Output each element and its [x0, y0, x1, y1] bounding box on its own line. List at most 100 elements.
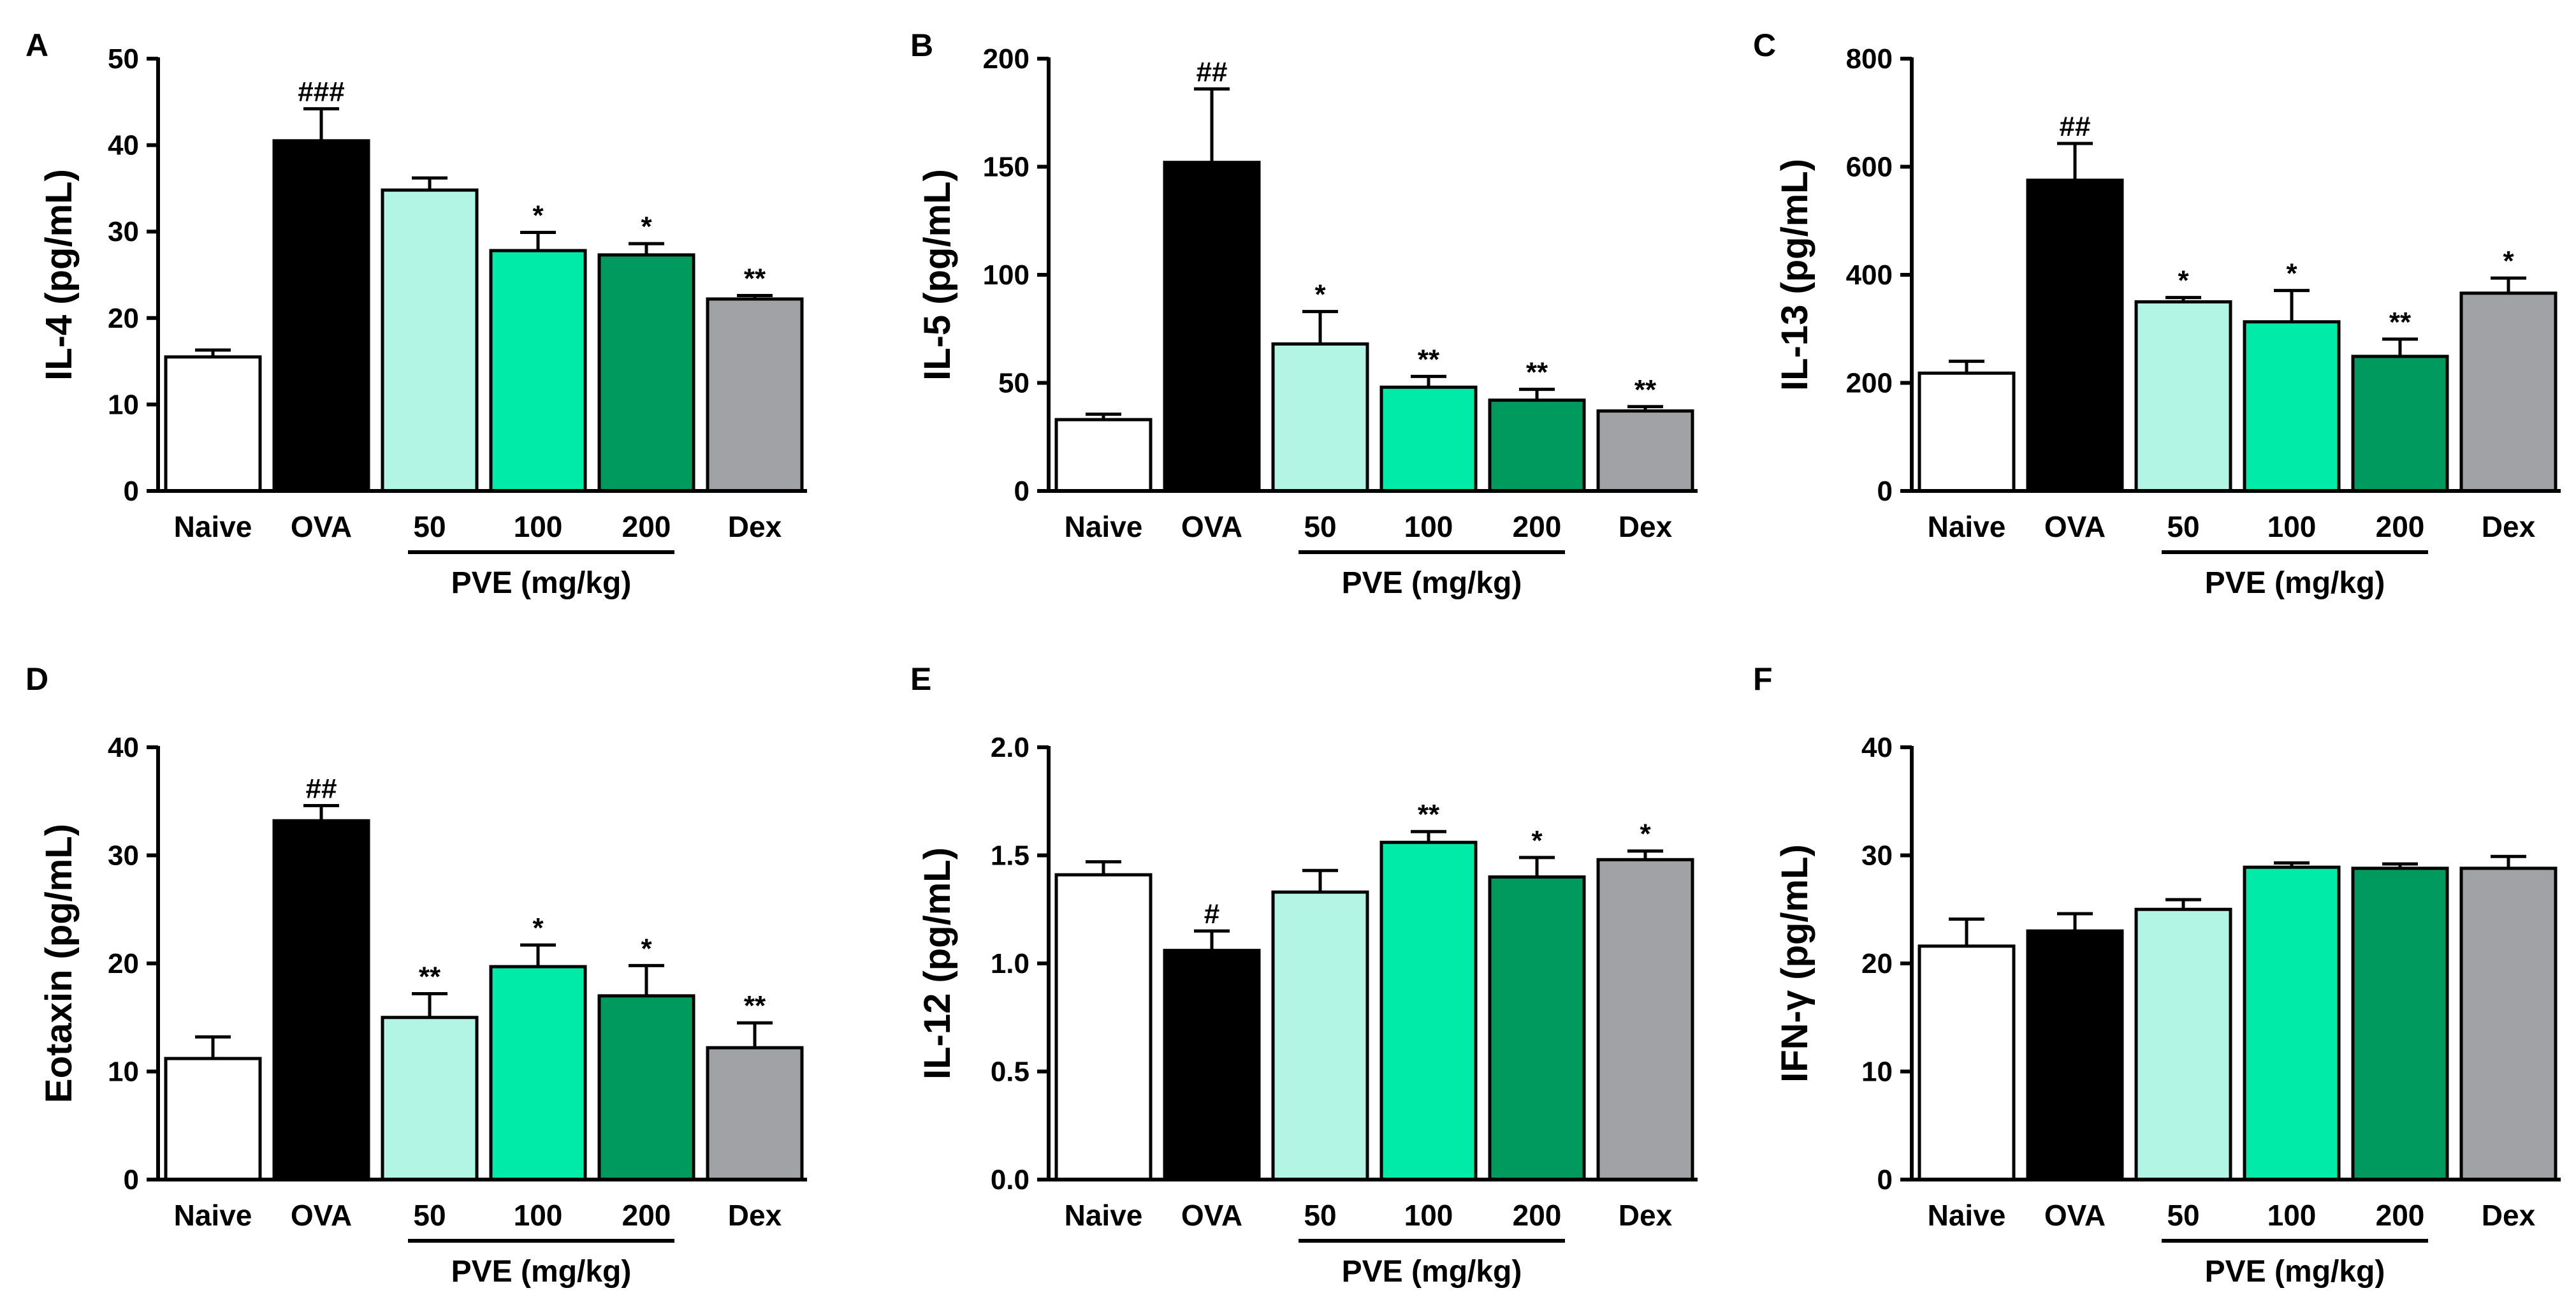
y-tick-label: 150 [983, 152, 1030, 183]
x-tick-label: 200 [2376, 1199, 2425, 1232]
x-tick-label: 100 [2267, 1199, 2317, 1232]
significance-label: ## [2060, 111, 2091, 142]
y-tick-label: 0 [1877, 1164, 1893, 1196]
significance-label: * [2286, 258, 2297, 289]
x-tick-label: 200 [1513, 510, 1562, 543]
significance-label: * [2503, 245, 2514, 277]
x-tick-label: Naive [1928, 510, 2006, 543]
x-tick-label: Dex [2482, 1199, 2536, 1232]
significance-label: ** [1526, 357, 1548, 388]
bar-100 [1379, 840, 1478, 1181]
y-tick-label: 800 [1846, 43, 1893, 75]
bar-naive [164, 1057, 262, 1181]
bar-100 [1379, 385, 1478, 493]
y-tick-label: 0 [1014, 476, 1030, 507]
y-tick-label: 0 [124, 476, 139, 507]
y-tick-label: 1.0 [991, 948, 1030, 979]
bar-dex [2459, 867, 2558, 1181]
bar-50 [1271, 890, 1369, 1181]
x-tick-label: Naive [1065, 510, 1143, 543]
significance-label: * [641, 211, 652, 242]
bar-naive [164, 355, 262, 493]
significance-label: ** [2389, 307, 2412, 338]
y-tick-label: 20 [1861, 948, 1893, 979]
x-tick-label: 200 [622, 1199, 671, 1232]
panel-letter: F [1753, 661, 1773, 697]
bar-50 [381, 1016, 479, 1181]
y-tick-label: 10 [108, 389, 139, 420]
x-tick-label: 50 [1304, 1199, 1336, 1232]
significance-label: * [2178, 265, 2189, 296]
significance-label: * [1531, 825, 1543, 856]
x-tick-label: 50 [413, 510, 446, 543]
y-tick-label: 30 [1861, 840, 1893, 872]
bar-50 [2134, 300, 2232, 493]
group-label: PVE (mg/kg) [451, 1255, 632, 1289]
y-axis-label: IL-5 (pg/mL) [917, 169, 958, 381]
bar-ova [2026, 929, 2124, 1181]
bar-ova [1163, 161, 1261, 493]
y-tick-label: 50 [108, 43, 139, 75]
y-tick-label: 200 [1846, 368, 1893, 399]
bar-100 [489, 249, 587, 493]
bar-ova [2026, 179, 2124, 493]
group-label: PVE (mg/kg) [1342, 1255, 1522, 1289]
significance-label: ** [1418, 344, 1440, 375]
bar-100 [2243, 865, 2341, 1181]
panel-letter: A [25, 27, 48, 63]
x-tick-label: OVA [291, 1199, 352, 1232]
y-tick-label: 600 [1846, 152, 1893, 183]
y-tick-label: 200 [983, 43, 1030, 75]
bar-200 [597, 253, 695, 493]
y-tick-label: 1.5 [991, 840, 1030, 872]
significance-label: ** [744, 263, 766, 295]
bar-100 [489, 965, 587, 1181]
x-tick-label: 100 [514, 510, 563, 543]
y-tick-label: 40 [108, 130, 139, 161]
x-tick-label: 200 [2376, 510, 2425, 543]
y-axis-label: IL-12 (pg/mL) [917, 847, 958, 1079]
x-tick-label: Naive [1928, 1199, 2006, 1232]
x-tick-label: OVA [1181, 1199, 1242, 1232]
bar-dex [1596, 409, 1694, 493]
x-tick-label: Dex [728, 1199, 782, 1232]
x-tick-label: Naive [174, 510, 252, 543]
y-tick-label: 0 [1877, 476, 1893, 507]
group-label: PVE (mg/kg) [2205, 566, 2385, 600]
chart-panel-e: E IL-12 (pg/mL) Naive # OVA 50 ** 100 * 200 * Dex 0.… [910, 661, 1698, 1289]
bar-100 [2243, 320, 2341, 493]
x-tick-label: Dex [2482, 510, 2536, 543]
y-tick-label: 0 [124, 1164, 139, 1196]
x-tick-label: OVA [291, 510, 352, 543]
group-label: PVE (mg/kg) [2205, 1255, 2385, 1289]
x-tick-label: 200 [1513, 1199, 1562, 1232]
chart-panel-a: A IL-4 (pg/mL) Naive ### OVA 50 * 100 * 200 ** Dex 0… [25, 27, 807, 600]
x-tick-label: Dex [728, 510, 782, 543]
significance-label: ** [744, 990, 766, 1021]
y-tick-label: 40 [1861, 732, 1893, 763]
significance-label: ## [306, 773, 337, 805]
y-tick-label: 20 [108, 303, 139, 334]
chart-panel-f: F IFN-γ (pg/mL) Naive OVA 50 100 200 Dex 0 10 20 30… [1753, 661, 2561, 1289]
y-axis-label: IL-13 (pg/mL) [1774, 159, 1816, 391]
x-tick-label: OVA [2044, 510, 2106, 543]
bar-ova [272, 139, 370, 493]
x-tick-label: 100 [514, 1199, 563, 1232]
y-tick-label: 400 [1846, 260, 1893, 291]
bar-naive [1917, 371, 2016, 493]
y-tick-label: 10 [1861, 1057, 1893, 1088]
bar-dex [2459, 291, 2558, 493]
x-tick-label: 100 [1404, 1199, 1453, 1232]
significance-label: ## [1197, 56, 1228, 87]
x-tick-label: 100 [1404, 510, 1453, 543]
bar-200 [597, 994, 695, 1181]
group-label: PVE (mg/kg) [1342, 566, 1522, 600]
y-tick-label: 2.0 [991, 732, 1030, 763]
significance-label: ** [419, 961, 441, 992]
bar-200 [2351, 355, 2449, 493]
x-tick-label: 100 [2267, 510, 2317, 543]
x-tick-label: 200 [622, 510, 671, 543]
panel-letter: E [910, 661, 931, 697]
